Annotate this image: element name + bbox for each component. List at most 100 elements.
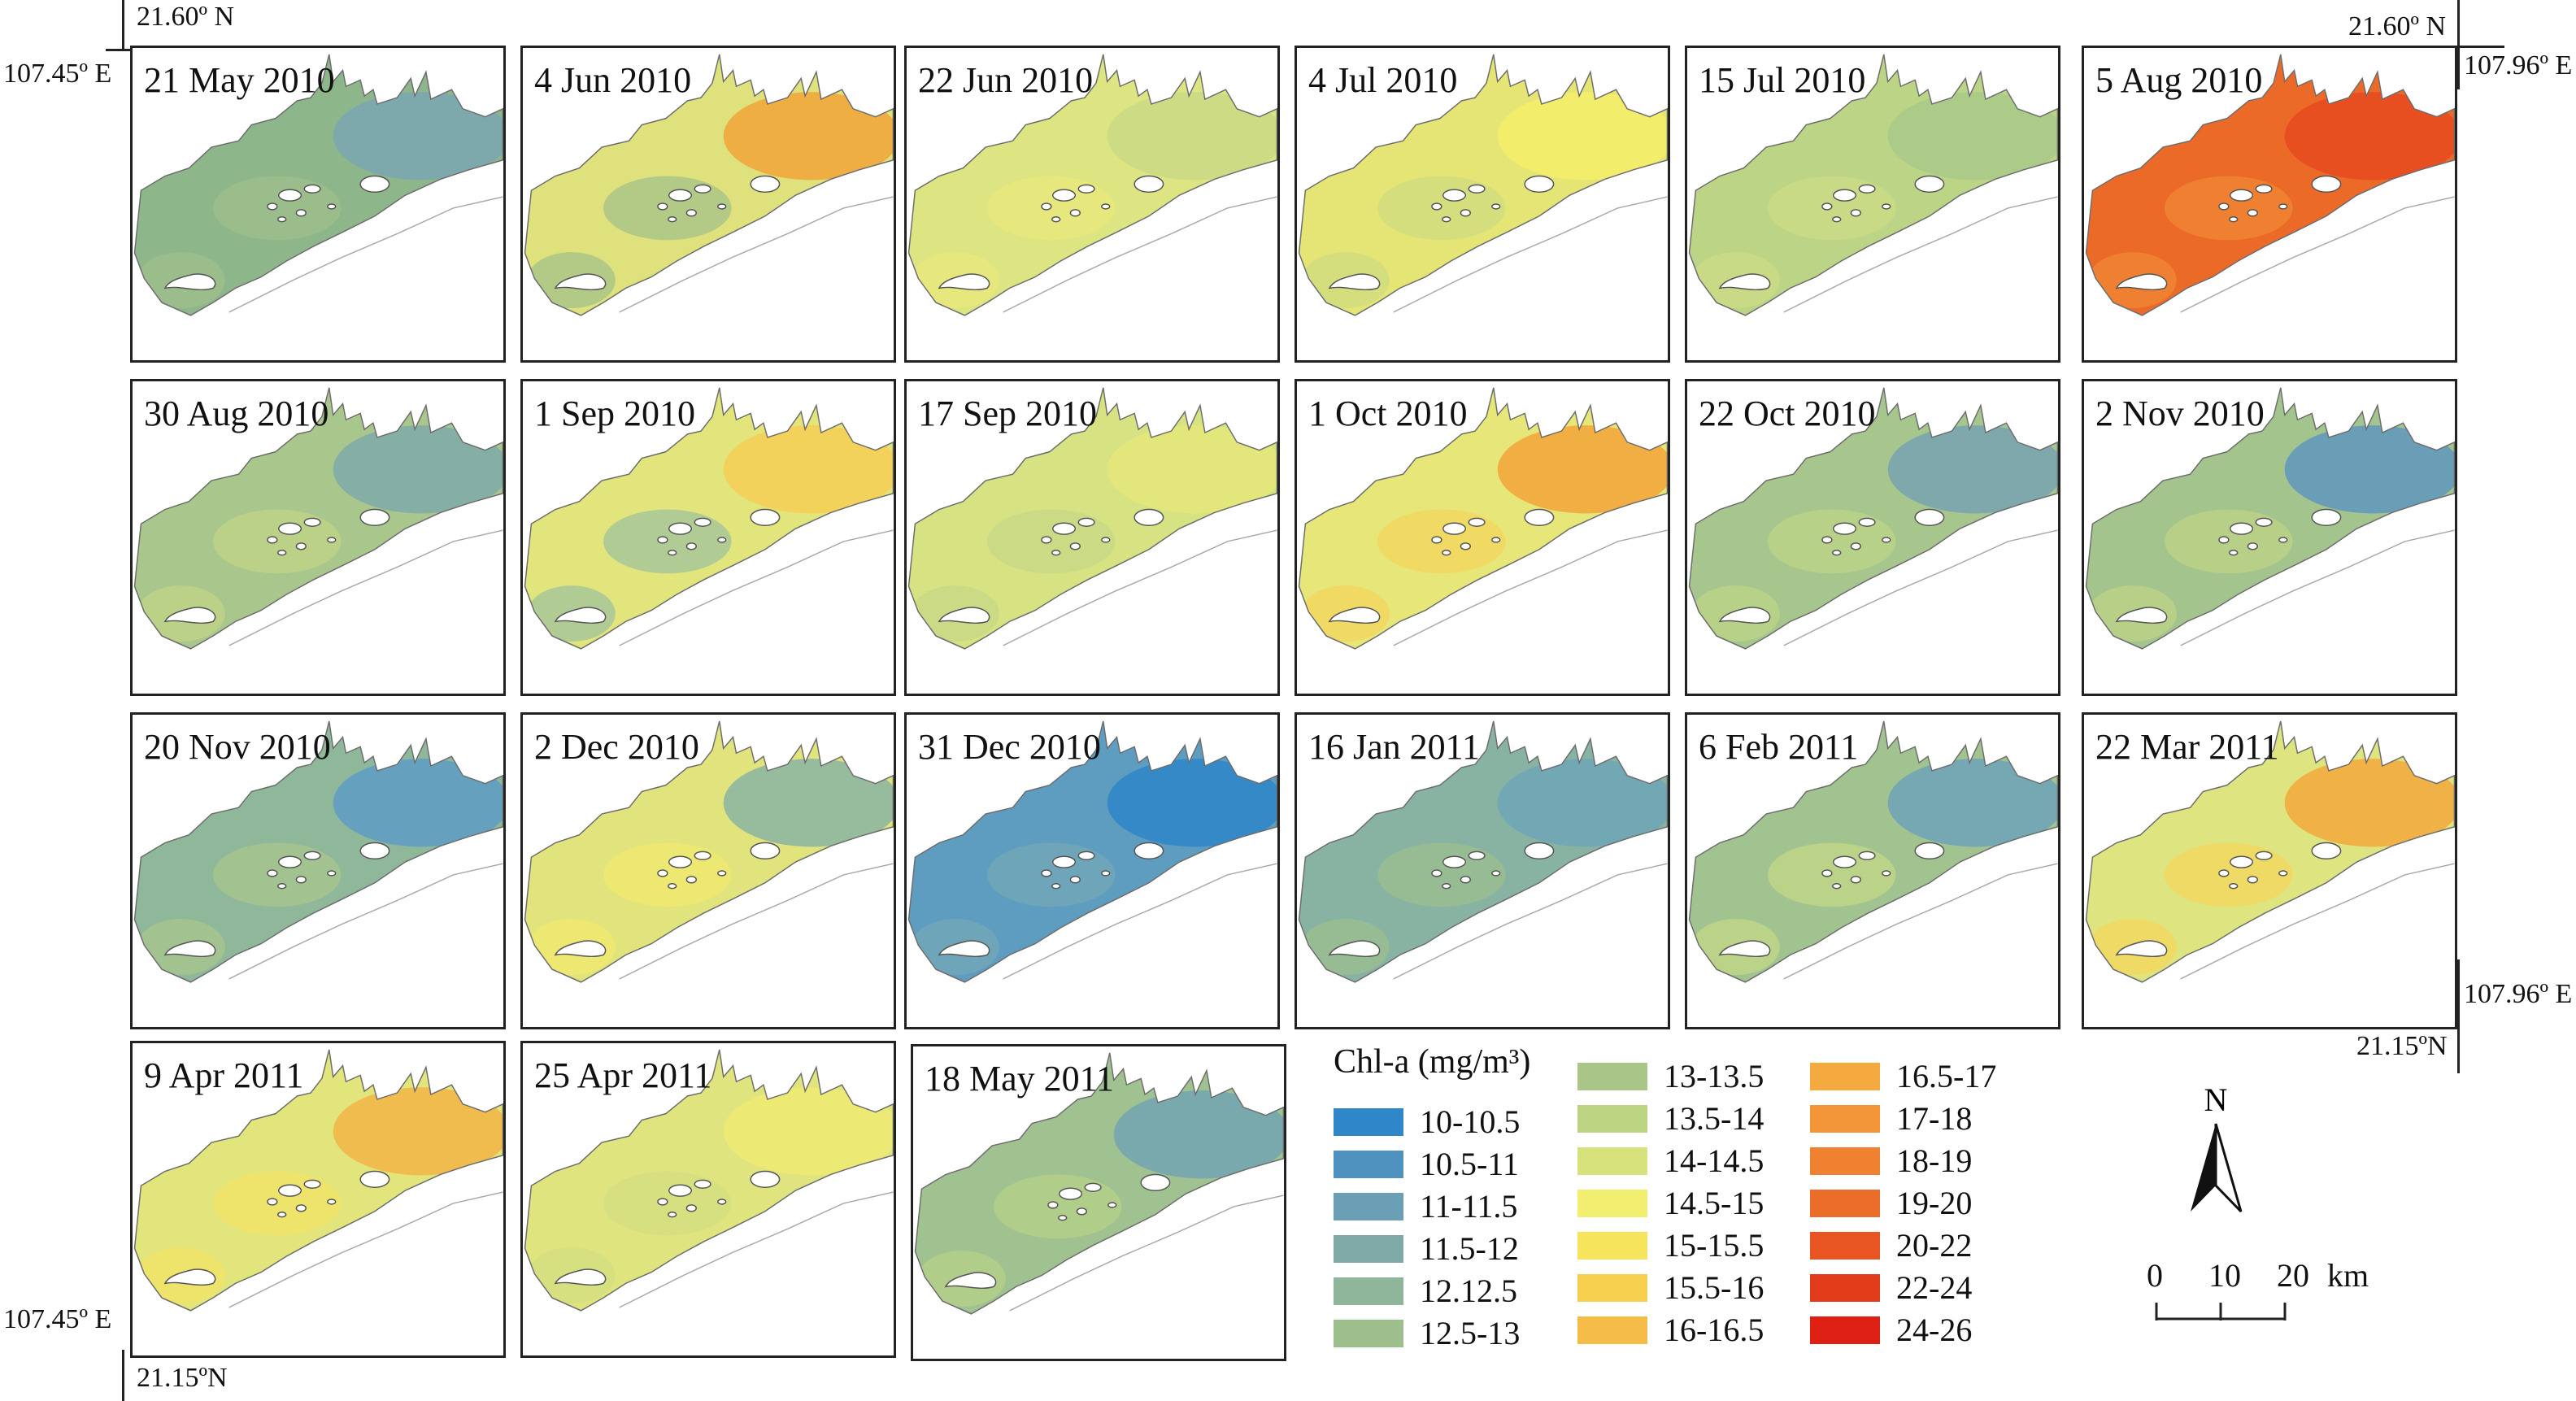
panel-date-label: 31 Dec 2010 — [918, 727, 1101, 767]
axis-line-top-right-v — [2457, 0, 2460, 89]
island — [2311, 175, 2342, 193]
island — [1431, 536, 1442, 544]
scale-unit: km — [2327, 1257, 2369, 1294]
island — [668, 189, 693, 202]
coastline — [133, 54, 503, 316]
legend-label: 15-15.5 — [1664, 1227, 1764, 1264]
estuary-map — [1688, 387, 2058, 650]
island — [1442, 550, 1451, 556]
panel-date-label: 30 Aug 2010 — [144, 394, 329, 433]
island — [359, 842, 390, 859]
island — [717, 870, 727, 877]
island — [1718, 273, 1771, 291]
map-panel: 9 Apr 2011 — [130, 1041, 506, 1358]
island — [303, 517, 321, 527]
legend-item: 15.5-16 — [1577, 1268, 1764, 1307]
panel-date-label: 15 Jul 2010 — [1699, 60, 1866, 100]
coastline — [133, 387, 503, 650]
shoreline-trace — [1393, 529, 1668, 646]
legend-swatch — [1810, 1273, 1880, 1302]
legend-swatch — [1577, 1062, 1647, 1090]
panel-date-label: 1 Oct 2010 — [1308, 394, 1468, 433]
legend-item: 13-13.5 — [1577, 1057, 1764, 1095]
island — [1460, 209, 1471, 217]
island — [2255, 184, 2273, 194]
legend-label: 10.5-11 — [1420, 1146, 1519, 1182]
island — [1069, 542, 1081, 550]
coord-top-left-lat: 21.60º N — [137, 2, 235, 32]
island — [1059, 1187, 1083, 1200]
island — [1858, 184, 1876, 194]
panel-date-label: 20 Nov 2010 — [144, 727, 331, 767]
legend-label: 18-19 — [1896, 1142, 1973, 1179]
island — [1047, 1201, 1059, 1209]
legend-item: 22-24 — [1810, 1268, 1972, 1307]
island — [359, 508, 390, 526]
shoreline-trace — [2180, 196, 2455, 313]
legend-swatch — [1810, 1146, 1880, 1175]
island — [1832, 216, 1842, 223]
legend-label: 20-22 — [1896, 1227, 1973, 1264]
island — [554, 273, 607, 291]
island — [1524, 508, 1555, 526]
island — [1052, 189, 1077, 202]
estuary-map — [907, 387, 1277, 650]
coord-bottom-left-lat: 21.15ºN — [137, 1363, 228, 1393]
island — [1442, 216, 1451, 223]
legend-label: 24-26 — [1896, 1312, 1973, 1348]
panel-date-label: 25 Apr 2011 — [534, 1055, 712, 1095]
island — [1101, 537, 1111, 543]
panel-date-label: 21 May 2010 — [144, 60, 335, 100]
island — [1858, 851, 1876, 860]
legend-swatch — [1334, 1319, 1403, 1347]
legend-item: 13.5-14 — [1577, 1099, 1764, 1138]
legend-label: 14.5-15 — [1664, 1185, 1764, 1221]
coastline — [907, 387, 1277, 650]
estuary-map — [133, 387, 503, 650]
island — [1051, 550, 1061, 556]
coastline — [1688, 387, 2058, 650]
coastline — [2085, 720, 2455, 983]
legend-label: 12.12.5 — [1420, 1273, 1517, 1309]
legend-swatch — [1577, 1231, 1647, 1260]
chl-patches — [527, 1087, 894, 1303]
island — [327, 1199, 337, 1205]
island — [668, 522, 693, 535]
island — [554, 940, 607, 958]
legend-swatch — [1334, 1107, 1403, 1136]
island — [2229, 550, 2239, 556]
island — [685, 542, 697, 550]
panel-date-label: 18 May 2011 — [925, 1059, 1115, 1099]
map-panel: 1 Oct 2010 — [1295, 379, 1670, 696]
island — [1328, 940, 1381, 958]
legend-label: 13-13.5 — [1664, 1058, 1764, 1094]
panel-date-label: 1 Sep 2010 — [534, 394, 695, 433]
island — [694, 1179, 711, 1189]
panel-date-label: 9 Apr 2011 — [144, 1055, 304, 1095]
island — [1914, 175, 1945, 193]
shoreline-trace — [1003, 863, 1277, 980]
island — [1052, 522, 1077, 535]
island — [1468, 517, 1486, 527]
map-panel: 6 Feb 2011 — [1685, 712, 2060, 1029]
legend-label: 15.5-16 — [1664, 1269, 1764, 1306]
island — [1328, 273, 1381, 291]
coord-top-right-lat: 21.60º N — [2348, 11, 2447, 41]
island — [685, 876, 697, 884]
island — [938, 273, 990, 291]
panel-date-label: 5 Aug 2010 — [2095, 60, 2263, 100]
axis-line-bottom-left-v — [122, 1350, 124, 1401]
estuary-map — [524, 720, 894, 983]
legend-swatch — [1810, 1104, 1880, 1133]
coastline — [2085, 387, 2455, 650]
legend-swatch — [1810, 1062, 1880, 1090]
island — [1077, 517, 1095, 527]
legend-label: 12.5-13 — [1420, 1315, 1521, 1351]
legend-swatch — [1810, 1231, 1880, 1260]
island — [2311, 508, 2342, 526]
island — [1460, 542, 1471, 550]
coord-top-right-lon: 107.96º E — [2464, 50, 2573, 80]
island — [717, 537, 727, 543]
map-panel: 31 Dec 2010 — [904, 712, 1280, 1029]
legend-label: 16-16.5 — [1664, 1312, 1764, 1348]
